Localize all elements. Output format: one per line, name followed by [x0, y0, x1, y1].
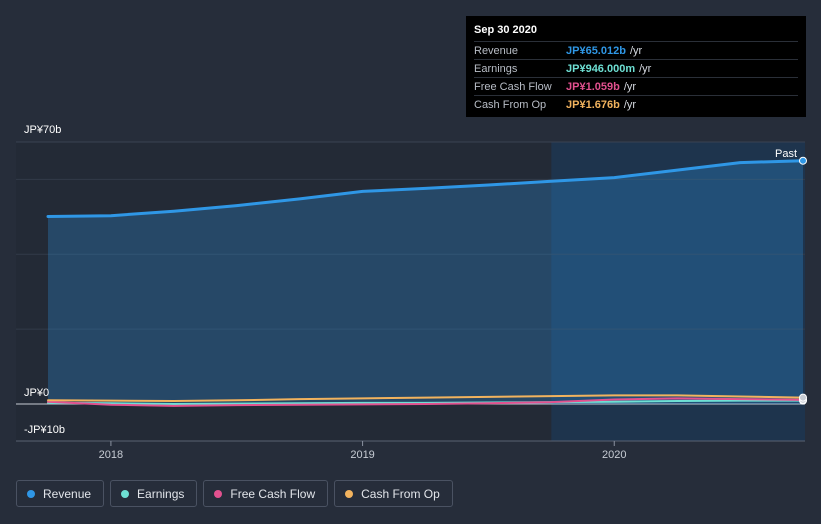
tooltip-unit: /yr: [623, 98, 637, 111]
tooltip-row-revenue: Revenue JP¥65.012b /yr: [474, 41, 798, 59]
revenue-end-point: [799, 156, 807, 165]
tooltip-value: JP¥946.000m: [566, 62, 636, 75]
cash-from-op-end-point: [799, 393, 807, 402]
free-cash-flow-dot-icon: [214, 489, 223, 498]
legend-label: Revenue: [43, 486, 92, 501]
tooltip-date: Sep 30 2020: [474, 24, 537, 36]
revenue-dot-icon: [27, 489, 35, 498]
cash-from-op-dot-icon: [345, 489, 354, 498]
tooltip-value: JP¥1.676b: [566, 98, 620, 111]
cash-from-op-line: [47, 394, 804, 402]
tooltip-unit: /yr: [629, 44, 643, 57]
y-tick-label: JP¥0: [24, 387, 49, 399]
tooltip-label: Revenue: [474, 44, 519, 57]
tooltip-row-cash-from-op: Cash From Op JP¥1.676b /yr: [474, 95, 798, 113]
tooltip-row-free-cash-flow: Free Cash Flow JP¥1.059b /yr: [474, 77, 798, 95]
tooltip-value: JP¥1.059b: [566, 80, 620, 93]
tooltip-unit: /yr: [623, 80, 637, 93]
earnings-line: [47, 399, 804, 405]
tooltip: Sep 30 2020 Revenue JP¥65.012b /yr Earni…: [466, 16, 806, 117]
tooltip-value: JP¥65.012b: [566, 44, 626, 57]
tooltip-label: Cash From Op: [474, 98, 547, 111]
revenue-line: [46, 159, 805, 218]
tooltip-label: Earnings: [474, 62, 518, 75]
legend: Revenue Earnings Free Cash Flow Cash Fro…: [16, 480, 453, 507]
x-tick-label: 2020: [602, 449, 626, 461]
tooltip-label: Free Cash Flow: [474, 80, 552, 93]
x-tick-label: 2018: [99, 449, 123, 461]
legend-item-free-cash-flow[interactable]: Free Cash Flow: [203, 480, 329, 507]
legend-label: Cash From Op: [361, 486, 440, 501]
y-tick-label: JP¥70b: [24, 124, 61, 136]
legend-item-earnings[interactable]: Earnings: [110, 480, 198, 507]
legend-item-revenue[interactable]: Revenue: [16, 480, 105, 507]
legend-label: Earnings: [137, 486, 185, 501]
tooltip-unit: /yr: [639, 62, 652, 75]
past-region: [551, 142, 805, 441]
earnings-dot-icon: [121, 489, 130, 498]
y-tick-label: -JP¥10b: [24, 424, 65, 436]
x-tick-label: 2019: [350, 449, 374, 461]
past-label: Past: [775, 148, 797, 160]
legend-label: Free Cash Flow: [230, 486, 316, 501]
revenue-area: [48, 160, 803, 404]
free-cash-flow-line: [47, 397, 804, 407]
tooltip-row-earnings: Earnings JP¥946.000m /yr: [474, 59, 798, 77]
legend-item-cash-from-op[interactable]: Cash From Op: [334, 480, 453, 507]
